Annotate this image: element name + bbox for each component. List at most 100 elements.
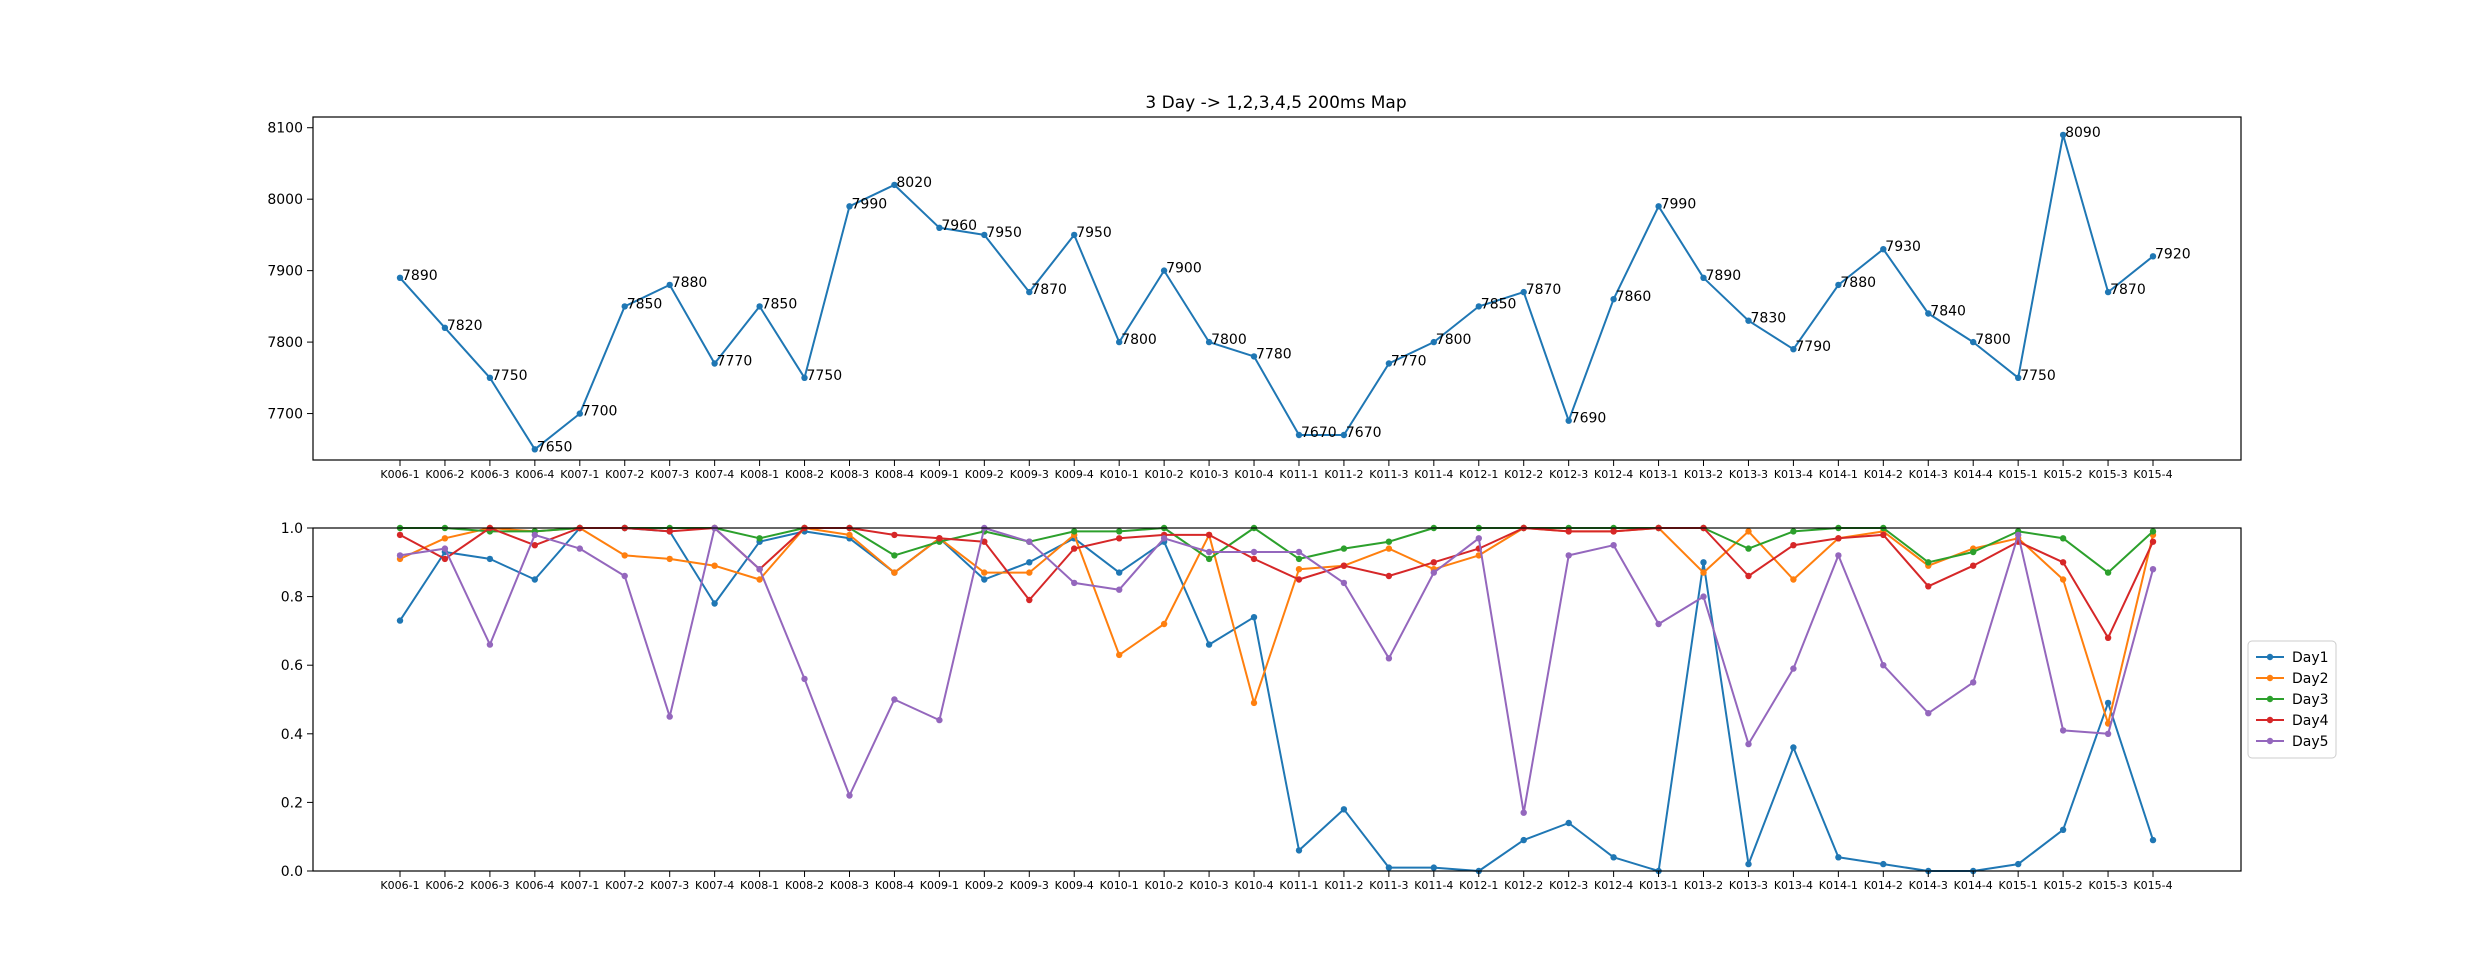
bottom-x-tick-label: K010-1	[1100, 879, 1139, 892]
legend-label-day5: Day5	[2292, 734, 2329, 750]
top-plot-frame	[312, 116, 2242, 461]
bottom-data-point	[1745, 572, 1752, 580]
bottom-data-point	[1385, 545, 1393, 552]
bottom-data-point	[1655, 620, 1662, 628]
bottom-data-point	[1385, 538, 1393, 545]
legend-label-day4: Day4	[2292, 713, 2329, 729]
bottom-data-point	[1071, 545, 1078, 552]
top-data-label: 7750	[2020, 368, 2056, 384]
bottom-x-tick-label: K006-3	[470, 879, 509, 892]
bottom-data-point	[1205, 641, 1213, 648]
bottom-data-point	[1205, 531, 1213, 539]
bottom-data-point	[1565, 552, 1572, 559]
bottom-data-point	[1340, 579, 1348, 587]
top-data-label: 7850	[627, 296, 663, 312]
top-x-tick-label: K015-1	[1999, 468, 2038, 481]
bottom-data-point	[711, 600, 718, 607]
top-x-tick-label: K011-3	[1369, 468, 1408, 481]
top-x-tick-label: K010-2	[1145, 468, 1184, 481]
bottom-data-point	[1835, 552, 1842, 559]
top-data-label: 7770	[717, 354, 753, 370]
bottom-data-point	[1160, 620, 1168, 628]
top-data-label: 7880	[1840, 275, 1876, 291]
bottom-data-point	[1610, 528, 1617, 535]
top-data-point	[2015, 374, 2022, 381]
top-x-tick-label: K010-3	[1189, 468, 1228, 481]
top-data-point	[1250, 353, 1258, 360]
bottom-data-point	[1835, 854, 1842, 861]
top-data-label: 8020	[896, 175, 932, 191]
top-data-point	[1295, 431, 1303, 439]
bottom-x-tick-label: K009-3	[1010, 879, 1049, 892]
bottom-y-tick-label: 0.8	[281, 590, 303, 606]
top-x-tick-label: K009-1	[920, 468, 959, 481]
top-data-label: 7890	[1706, 268, 1742, 284]
bottom-series-line-day1	[399, 527, 2154, 872]
top-data-point	[1385, 360, 1393, 367]
bottom-line-chart: 0.0 0.2 0.4 0.6 0.8 1.0 K006-1 K006-2 K006-3 K006…	[281, 521, 2242, 892]
bottom-data-point	[2149, 836, 2157, 844]
top-data-label: 7870	[2110, 282, 2146, 298]
top-data-label: 7750	[492, 368, 528, 384]
top-data-label: 7780	[1256, 346, 1292, 362]
bottom-x-tick-label: K013-4	[1774, 879, 1813, 892]
top-data-point	[1026, 288, 1033, 296]
bottom-data-point	[1071, 579, 1078, 587]
top-x-tick-label: K013-2	[1684, 468, 1723, 481]
top-data-point	[1790, 346, 1797, 353]
top-data-label: 7770	[1391, 354, 1427, 370]
bottom-data-point	[486, 641, 494, 648]
top-x-tick-label: K008-1	[740, 468, 779, 481]
top-data-point	[1610, 296, 1617, 303]
bottom-series-line-day5	[399, 527, 2154, 814]
bottom-y-tick-label: 0.4	[281, 727, 303, 743]
top-data-label: 7860	[1616, 289, 1652, 305]
bottom-data-point	[2059, 727, 2067, 734]
top-x-tick-label: K011-4	[1414, 468, 1453, 481]
legend-marker-day3	[2266, 695, 2274, 703]
bottom-data-point	[846, 792, 853, 799]
top-data-label: 7990	[852, 196, 888, 212]
top-data-point	[531, 446, 538, 453]
bottom-x-tick-label: K010-2	[1145, 879, 1184, 892]
bottom-x-tick-label: K011-1	[1279, 879, 1318, 892]
top-data-label: 7750	[807, 368, 843, 384]
bottom-x-tick-label: K013-1	[1639, 879, 1678, 892]
top-data-point	[846, 203, 853, 210]
bottom-data-point	[936, 535, 943, 542]
top-data-point	[1925, 310, 1932, 317]
top-x-tick-label: K014-3	[1909, 468, 1948, 481]
top-y-tick-label: 7800	[267, 335, 303, 351]
bottom-data-point	[1116, 535, 1123, 542]
bottom-data-point	[2104, 730, 2112, 737]
top-x-tick-label: K012-2	[1504, 468, 1543, 481]
bottom-data-point	[1880, 662, 1887, 669]
bottom-x-tick-label: K012-4	[1594, 879, 1633, 892]
top-x-tick-label: K007-4	[695, 468, 734, 481]
bottom-data-point	[1745, 860, 1752, 868]
top-data-label: 7800	[1211, 332, 1247, 348]
bottom-data-point	[1745, 545, 1752, 552]
bottom-data-point	[1925, 710, 1932, 717]
top-data-point	[576, 410, 583, 417]
bottom-data-point	[1520, 809, 1527, 816]
bottom-data-point	[1430, 569, 1438, 576]
bottom-data-point	[1295, 555, 1303, 563]
top-data-label: 7690	[1571, 411, 1607, 427]
top-data-label: 7880	[672, 275, 708, 291]
bottom-data-point	[1565, 528, 1572, 535]
top-data-label: 7670	[1346, 425, 1382, 441]
top-x-tick-label: K009-3	[1010, 468, 1049, 481]
bottom-x-tick-label: K007-2	[605, 879, 644, 892]
bottom-data-point	[531, 531, 538, 539]
bottom-data-point	[396, 617, 404, 624]
top-x-tick-label: K006-3	[470, 468, 509, 481]
bottom-data-point	[2059, 535, 2067, 542]
bottom-y-tick-label: 0.2	[281, 795, 303, 811]
bottom-data-point	[1340, 806, 1348, 813]
bottom-x-tick-label: K009-1	[920, 879, 959, 892]
top-x-tick-label: K015-3	[2088, 468, 2127, 481]
bottom-data-point	[1250, 614, 1258, 621]
bottom-data-point	[2104, 699, 2112, 707]
bottom-series-line-day2	[399, 527, 2154, 725]
